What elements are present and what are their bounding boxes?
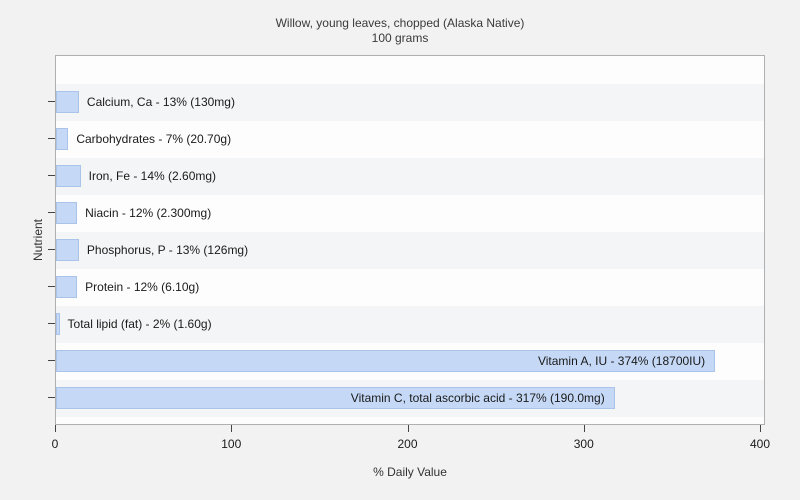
x-axis-tick (760, 425, 761, 432)
x-axis-tick (55, 425, 56, 432)
bar-label: Calcium, Ca - 13% (130mg) (86, 95, 235, 109)
plot-area: Calcium, Ca - 13% (130mg) Carbohydrates -… (55, 55, 765, 425)
x-axis-tick (231, 425, 233, 432)
x-tick-label: 200 (397, 437, 418, 451)
row-stripe (56, 232, 764, 269)
chart-title: Willow, young leaves, chopped (Alaska Na… (0, 16, 800, 46)
y-axis-tick (48, 175, 55, 176)
y-axis-label: Nutrient (31, 218, 45, 262)
x-tick-label: 0 (51, 437, 59, 451)
x-tick-label: 300 (573, 437, 594, 451)
row-stripe (56, 121, 764, 158)
bar (56, 239, 79, 261)
bar (56, 202, 78, 224)
bar (56, 165, 81, 187)
x-tick-label: 100 (221, 437, 242, 451)
bar-label: Niacin - 12% (2.300mg) (85, 206, 212, 220)
bar (56, 128, 69, 150)
y-axis-tick (48, 286, 55, 287)
chart-title-line2: 100 grams (371, 31, 429, 45)
bar (56, 387, 615, 409)
y-axis-tick (48, 212, 55, 213)
bar (56, 350, 716, 372)
row-stripe (56, 84, 764, 121)
y-axis-tick (48, 101, 55, 102)
row-stripe (56, 195, 764, 232)
bar-label: Protein - 12% (6.10g) (85, 280, 200, 294)
bar-label: Vitamin A, IU - 374% (18700IU) (537, 354, 706, 368)
row-stripe (56, 269, 764, 306)
row-stripe (56, 306, 764, 343)
bar (56, 276, 78, 298)
row-stripe (56, 158, 764, 195)
y-axis-tick (48, 138, 55, 139)
bar-label: Iron, Fe - 14% (2.60mg) (88, 169, 217, 183)
x-axis-tick (407, 425, 409, 432)
bar (56, 91, 79, 113)
y-axis-tick (48, 249, 55, 250)
chart-title-line1: Willow, young leaves, chopped (Alaska Na… (275, 16, 525, 30)
bar-label: Carbohydrates - 7% (20.70g) (76, 132, 232, 146)
bar-label: Vitamin C, total ascorbic acid - 317% (1… (350, 391, 605, 405)
bar-label: Total lipid (fat) - 2% (1.60g) (67, 317, 212, 331)
y-axis-tick (48, 397, 55, 398)
x-tick-label: 400 (749, 437, 771, 451)
x-axis-label: % Daily Value (373, 465, 447, 479)
y-axis-tick (48, 323, 55, 324)
bar-label: Phosphorus, P - 13% (126mg) (86, 243, 249, 257)
bar (56, 313, 60, 335)
y-axis-tick (48, 360, 55, 361)
x-axis-tick (583, 425, 585, 432)
